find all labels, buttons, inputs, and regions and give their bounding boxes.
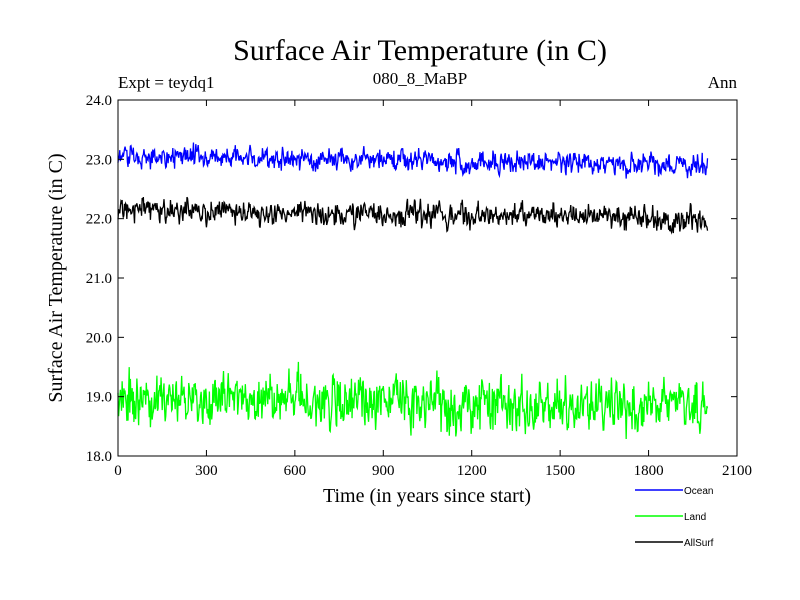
x-tick-label: 0 [114, 463, 122, 479]
plot-lines [117, 142, 709, 440]
y-tick-label: 20.0 [86, 330, 112, 346]
x-tick-label: 600 [284, 463, 307, 479]
legend-label-ocean: Ocean [684, 486, 713, 497]
x-tick-label: 300 [195, 463, 218, 479]
x-tick-label: 1200 [457, 463, 487, 479]
x-axis: 0 300 600 900 1200 1500 1800 2100 [114, 100, 752, 479]
series-line-land [117, 361, 709, 440]
y-tick-label: 24.0 [86, 93, 112, 109]
expt-label: Expt = teydq1 [118, 73, 214, 92]
legend-label-land: Land [684, 512, 706, 523]
series-line-allsurf [117, 196, 709, 235]
y-tick-label: 21.0 [86, 271, 112, 287]
y-axis-label: Surface Air Temperature (in C) [45, 153, 67, 402]
x-tick-label: 1500 [545, 463, 575, 479]
y-tick-label: 22.0 [86, 212, 112, 228]
y-tick-label: 19.0 [86, 390, 112, 406]
x-tick-label: 2100 [722, 463, 752, 479]
season-label: Ann [708, 73, 738, 92]
legend-label-allsurf: AllSurf [684, 538, 714, 549]
x-tick-label: 900 [372, 463, 395, 479]
x-tick-label: 1800 [634, 463, 664, 479]
y-axis: 18.0 19.0 20.0 21.0 22.0 23.0 24.0 [86, 93, 737, 465]
chart-title: Surface Air Temperature (in C) [233, 34, 607, 67]
series-line-ocean [117, 142, 709, 179]
y-tick-label: 23.0 [86, 152, 112, 168]
legend: Ocean Land AllSurf [635, 486, 714, 549]
period-label: 080_8_MaBP [373, 69, 467, 88]
x-axis-label: Time (in years since start) [323, 485, 531, 507]
y-tick-label: 18.0 [86, 449, 112, 465]
